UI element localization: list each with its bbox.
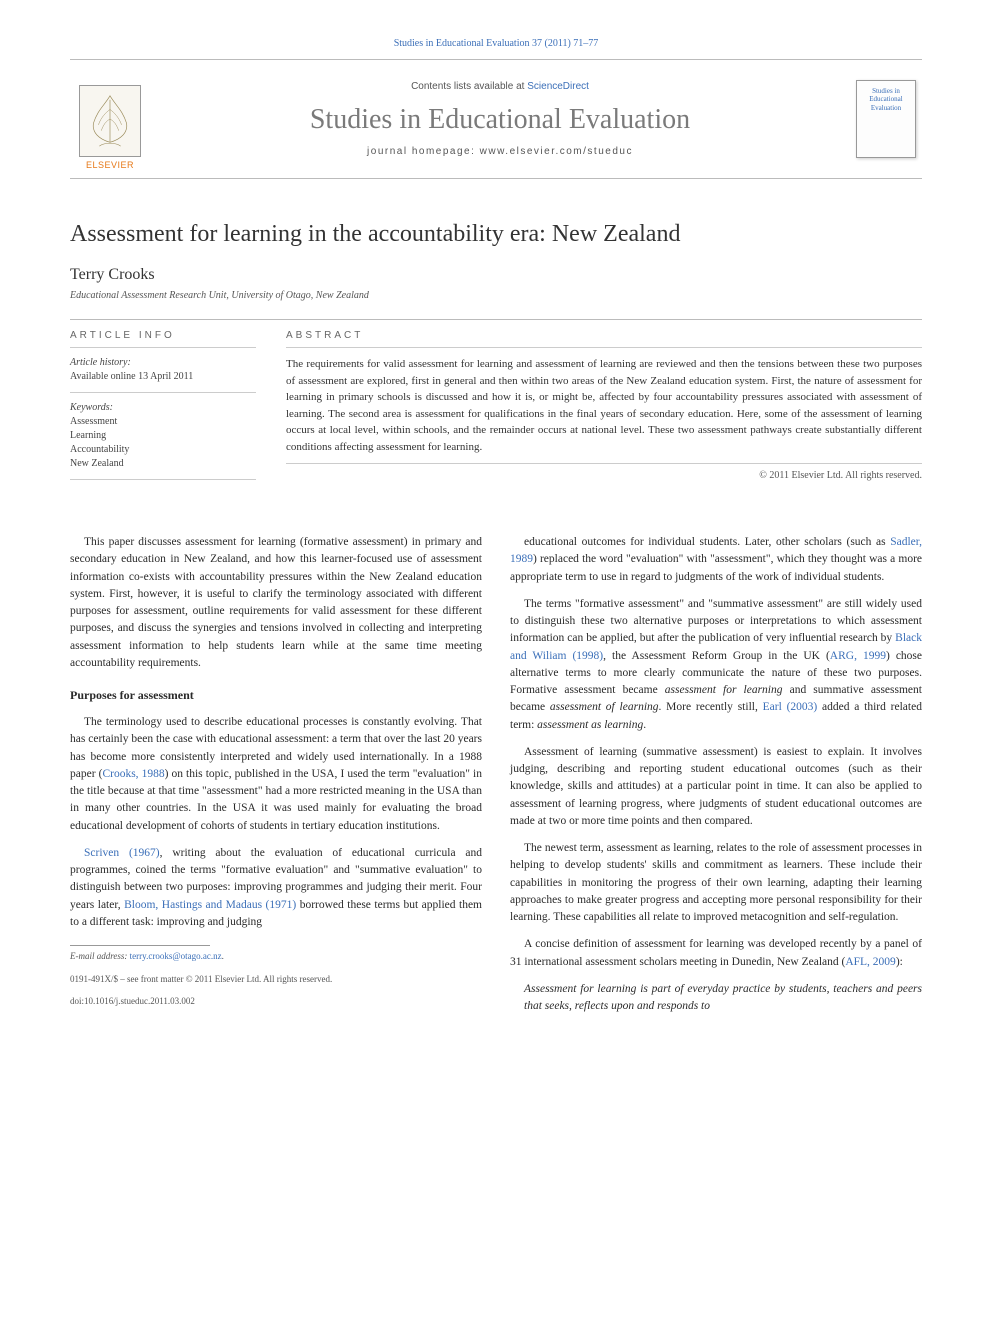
text-run: . More recently still,	[659, 701, 763, 713]
email-label: E-mail address:	[70, 951, 130, 961]
homepage-url: www.elsevier.com/stueduc	[480, 146, 633, 157]
footnote-separator	[70, 945, 210, 946]
citation-link[interactable]: AFL, 2009	[845, 956, 895, 968]
abstract-heading: ABSTRACT	[286, 330, 922, 348]
author-affiliation: Educational Assessment Research Unit, Un…	[70, 290, 922, 301]
contents-list-line: Contents lists available at ScienceDirec…	[411, 81, 589, 92]
section-heading: Purposes for assessment	[70, 686, 482, 704]
keyword-item: Learning	[70, 429, 256, 443]
body-text: This paper discusses assessment for lear…	[70, 534, 922, 1022]
body-paragraph: The newest term, assessment as learning,…	[510, 840, 922, 926]
body-paragraph: Assessment of learning (summative assess…	[510, 744, 922, 830]
publisher-label: ELSEVIER	[86, 160, 134, 170]
citation-link[interactable]: ARG, 1999	[830, 650, 886, 662]
elsevier-tree-icon	[79, 85, 141, 157]
emphasis: assessment as learning	[537, 719, 643, 731]
history-label: Article history:	[70, 356, 256, 370]
keyword-item: New Zealand	[70, 457, 256, 471]
article-info-heading: ARTICLE INFO	[70, 330, 256, 348]
issn-footnote: 0191-491X/$ – see front matter © 2011 El…	[70, 973, 482, 986]
journal-cover-thumb: Studies in Educational Evaluation	[850, 60, 922, 178]
text-run: .	[643, 719, 646, 731]
emphasis: assessment for learning	[665, 684, 783, 696]
contents-prefix: Contents lists available at	[411, 81, 527, 92]
history-value: Available online 13 April 2011	[70, 370, 256, 384]
journal-homepage-line: journal homepage: www.elsevier.com/stued…	[367, 146, 633, 157]
sciencedirect-link[interactable]: ScienceDirect	[527, 81, 589, 92]
keyword-item: Accountability	[70, 443, 256, 457]
header-center: Contents lists available at ScienceDirec…	[150, 60, 850, 178]
publisher-logo-block: ELSEVIER	[70, 60, 150, 178]
keyword-item: Assessment	[70, 415, 256, 429]
info-abstract-row: ARTICLE INFO Article history: Available …	[70, 319, 922, 498]
intro-paragraph: This paper discusses assessment for lear…	[70, 534, 482, 672]
body-paragraph: Scriven (1967), writing about the evalua…	[70, 845, 482, 931]
block-quote: Assessment for learning is part of every…	[524, 981, 922, 1016]
text-run: ) replaced the word "evaluation" with "a…	[510, 553, 922, 582]
body-paragraph: The terms "formative assessment" and "su…	[510, 596, 922, 734]
keywords-block: Keywords: Assessment Learning Accountabi…	[70, 401, 256, 480]
keywords-label: Keywords:	[70, 401, 256, 415]
article-info-col: ARTICLE INFO Article history: Available …	[70, 320, 270, 498]
cover-line-2: Educational	[869, 95, 902, 103]
abstract-text: The requirements for valid assessment fo…	[286, 356, 922, 464]
citation-link[interactable]: Earl (2003)	[763, 701, 818, 713]
doi-footnote: doi:10.1016/j.stueduc.2011.03.002	[70, 995, 482, 1008]
homepage-prefix: journal homepage:	[367, 146, 480, 157]
citation-link[interactable]: Crooks, 1988	[102, 768, 164, 780]
text-run: ):	[896, 956, 903, 968]
abstract-col: ABSTRACT The requirements for valid asse…	[270, 320, 922, 498]
top-citation: Studies in Educational Evaluation 37 (20…	[70, 38, 922, 49]
email-footnote: E-mail address: terry.crooks@otago.ac.nz…	[70, 950, 482, 963]
article-title: Assessment for learning in the accountab…	[70, 221, 922, 248]
cover-line-3: Evaluation	[871, 104, 901, 112]
cover-box: Studies in Educational Evaluation	[856, 80, 916, 158]
body-paragraph: educational outcomes for individual stud…	[510, 534, 922, 586]
text-run: , the Assessment Reform Group in the UK …	[603, 650, 830, 662]
body-paragraph: A concise definition of assessment for l…	[510, 936, 922, 971]
cover-line-1: Studies in	[872, 87, 900, 95]
emphasis: assessment of learning	[550, 701, 659, 713]
abstract-copyright: © 2011 Elsevier Ltd. All rights reserved…	[286, 470, 922, 481]
body-paragraph: The terminology used to describe educati…	[70, 714, 482, 835]
citation-link[interactable]: Scriven (1967)	[84, 847, 160, 859]
email-link[interactable]: terry.crooks@otago.ac.nz	[130, 951, 222, 961]
author-name: Terry Crooks	[70, 266, 922, 284]
journal-name: Studies in Educational Evaluation	[310, 104, 690, 136]
text-run: The terms "formative assessment" and "su…	[510, 598, 922, 645]
text-run: educational outcomes for individual stud…	[524, 536, 890, 548]
journal-header: ELSEVIER Contents lists available at Sci…	[70, 59, 922, 179]
article-history-block: Article history: Available online 13 Apr…	[70, 356, 256, 393]
citation-link[interactable]: Bloom, Hastings and Madaus (1971)	[124, 899, 296, 911]
